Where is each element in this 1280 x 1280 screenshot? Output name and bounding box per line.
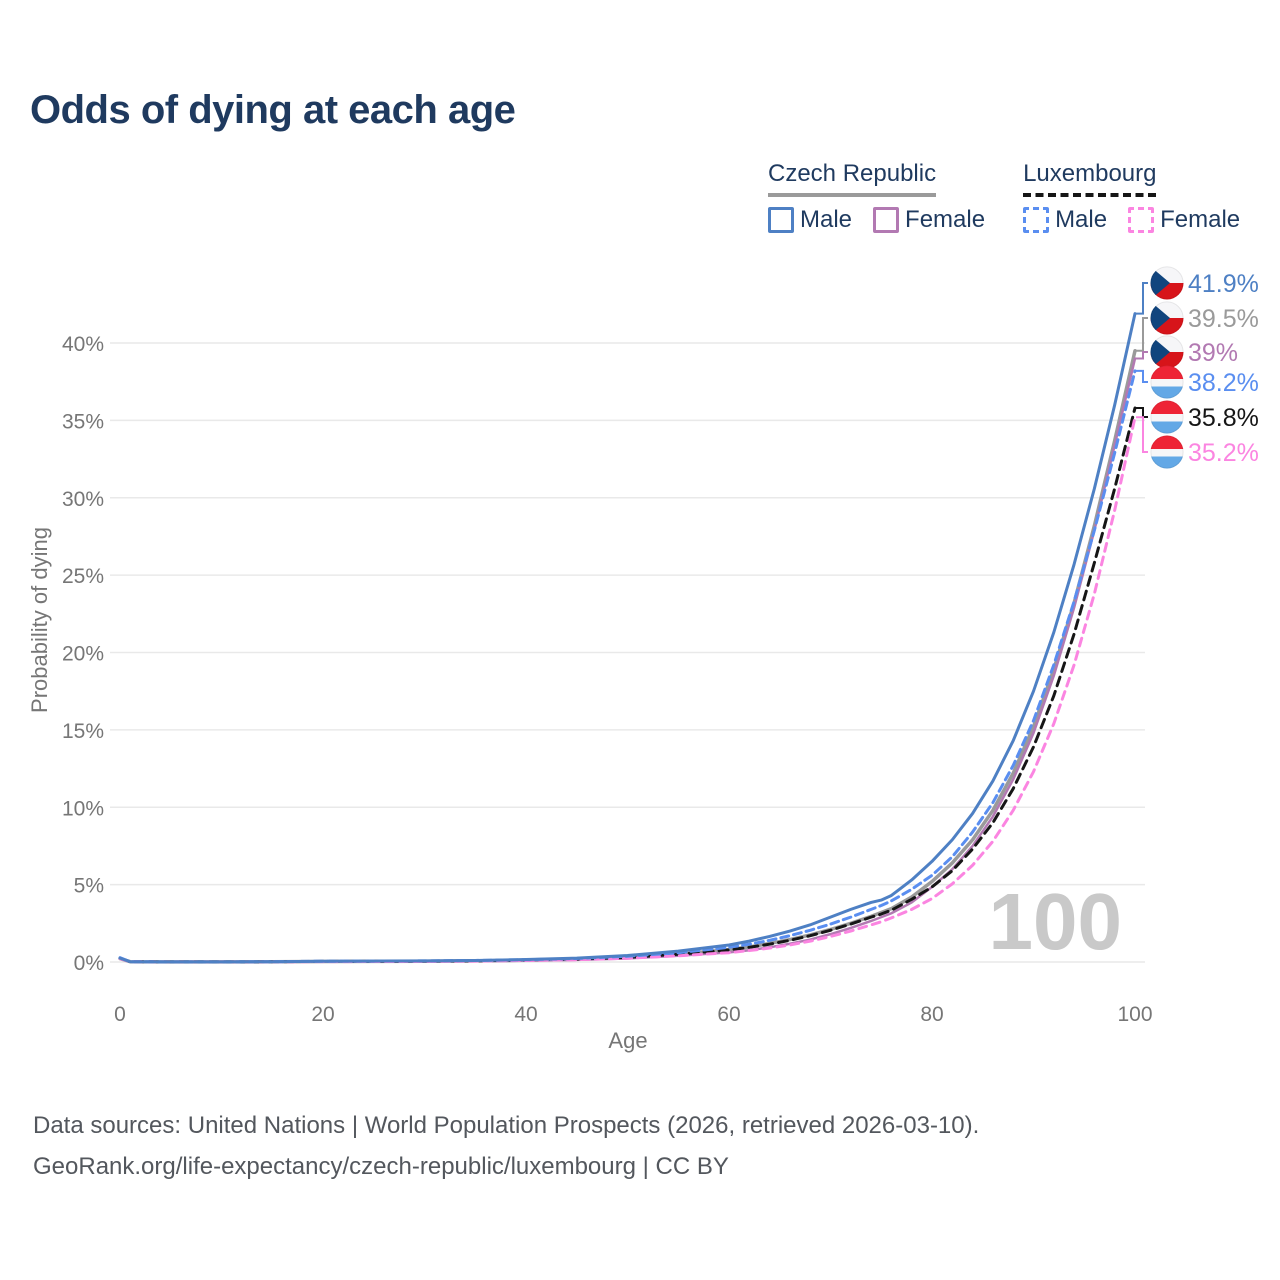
legend-swatch-czech-male[interactable] [768,207,794,233]
end-label-czech_total: 39.5% [1188,305,1259,333]
x-tick-label: 60 [717,1003,740,1026]
y-tick-label: 0% [74,952,104,975]
y-tick-label: 30% [62,488,104,511]
y-tick-label: 15% [62,720,104,743]
x-tick-label: 80 [920,1003,943,1026]
flag-luxembourg [1150,365,1184,399]
footer-attribution: GeoRank.org/life-expectancy/czech-republ… [33,1153,729,1180]
y-tick-label: 5% [74,875,104,898]
flag-czech-republic [1150,266,1184,300]
legend-swatch-luxembourg-female[interactable] [1128,207,1155,233]
series-line-lux_male[interactable] [118,369,1137,964]
end-label-czech_female: 39% [1188,339,1238,367]
end-label-czech_male: 41.9% [1188,270,1259,298]
x-tick-label: 0 [114,1003,126,1026]
legend-swatch-luxembourg-male[interactable] [1023,207,1050,233]
y-axis-label: Probability of dying [27,527,52,713]
legend-label-czech-male: Male [800,206,853,233]
x-tick-label: 100 [1117,1003,1152,1026]
y-tick-label: 25% [62,565,104,588]
flag-luxembourg [1150,435,1184,469]
flag-luxembourg [1150,400,1184,434]
y-tick-label: 20% [62,643,104,666]
footer: Data sources: United Nations | World Pop… [33,1105,979,1187]
leader-line [1136,416,1148,453]
series-line-czech_total[interactable] [118,348,1137,964]
end-label-lux_female: 35.2% [1188,439,1259,467]
legend-swatch-czech-female[interactable] [873,207,900,233]
legend-group-title-czech-republic[interactable]: Czech Republic [768,160,937,197]
legend-label-luxembourg-male: Male [1055,206,1108,233]
x-tick-label: 40 [514,1003,537,1026]
end-label-lux_male: 38.2% [1188,369,1259,397]
series-line-lux_total[interactable] [118,406,1137,964]
series-line-lux_female[interactable] [118,415,1137,964]
leader-line [1136,406,1148,418]
flag-czech-republic [1150,301,1184,335]
legend-row-luxembourg: Male Female [1023,206,1240,234]
legend-group-title-luxembourg[interactable]: Luxembourg [1023,160,1157,197]
x-axis-label: Age [608,1028,647,1053]
legend: Czech Republic Male Female Luxembourg Ma… [768,160,1240,234]
y-tick-label: 10% [62,797,104,820]
watermark-age-100: 100 [989,877,1122,966]
footer-data-sources: Data sources: United Nations | World Pop… [33,1112,980,1139]
flag-czech-republic [1150,335,1184,369]
leader-line [1136,282,1148,315]
y-tick-label: 35% [62,410,104,433]
page-title: Odds of dying at each age [30,88,516,132]
leader-line [1136,369,1148,383]
legend-label-czech-female: Female [905,206,986,233]
y-tick-label: 40% [62,333,104,356]
legend-row-czech-republic: Male Female [768,206,985,234]
x-tick-label: 20 [311,1003,334,1026]
legend-group-czech-republic: Czech Republic Male Female [768,160,985,234]
series-line-czech_male[interactable] [118,312,1137,964]
leader-line [1136,317,1148,352]
legend-group-luxembourg: Luxembourg Male Female [1023,160,1240,234]
leader-line [1136,351,1148,360]
end-label-lux_total: 35.8% [1188,404,1259,432]
series-line-czech_female[interactable] [118,357,1137,964]
legend-label-luxembourg-female: Female [1160,206,1241,233]
